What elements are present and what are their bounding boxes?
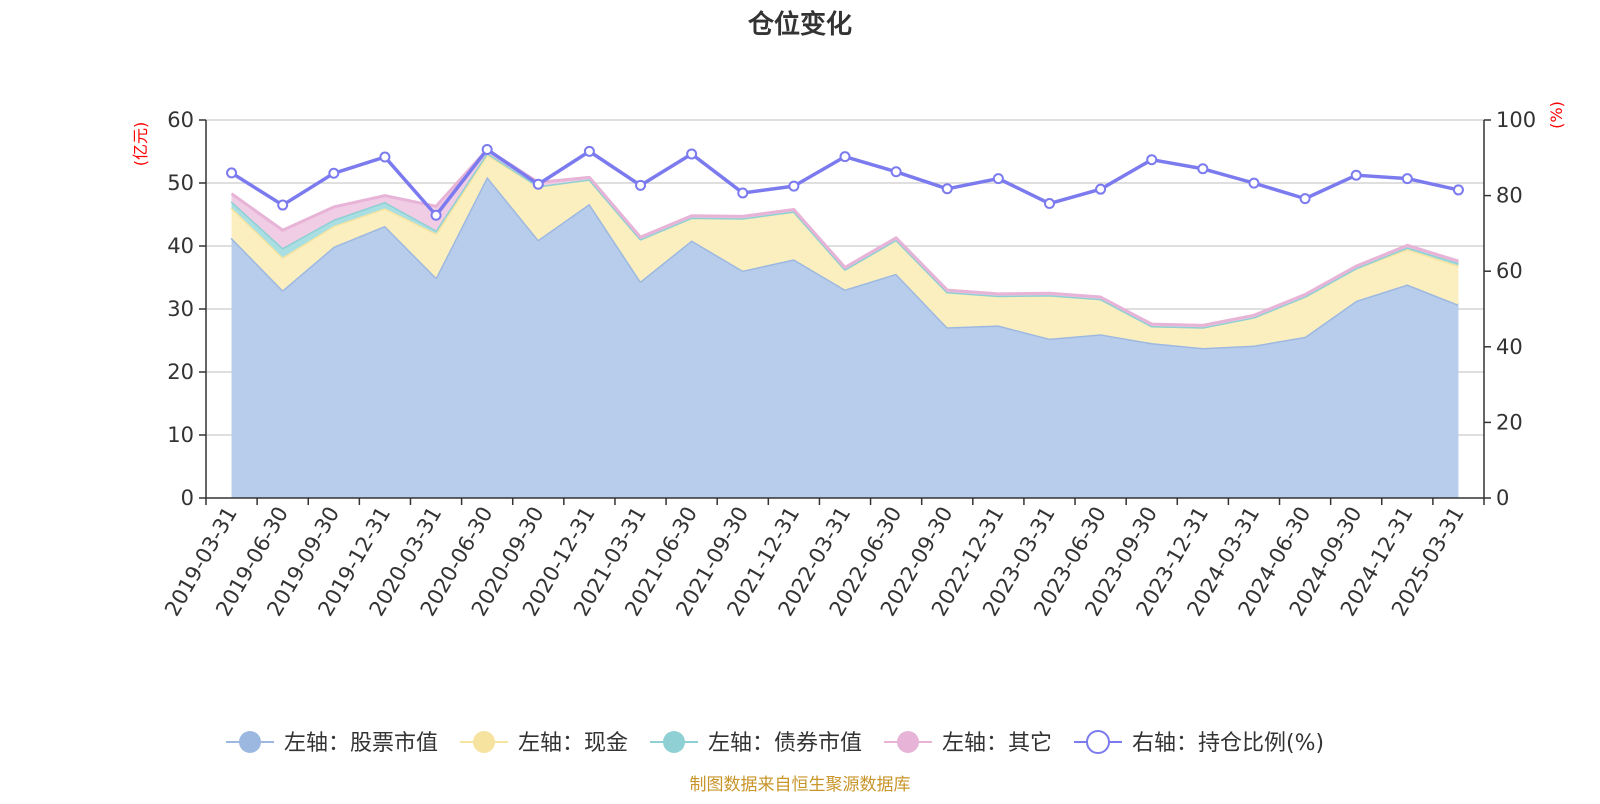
ratio-point bbox=[686, 148, 698, 160]
legend-label: 右轴：持仓比例(%) bbox=[1132, 731, 1324, 756]
ratio-point bbox=[481, 143, 493, 155]
left-tick-label: 30 bbox=[167, 297, 194, 321]
legend-marker bbox=[897, 731, 919, 753]
left-tick-label: 10 bbox=[167, 423, 194, 447]
legend-item-4[interactable]: 左轴：其它 bbox=[884, 731, 1052, 756]
ratio-point bbox=[1350, 169, 1362, 181]
legend-item-2[interactable]: 左轴：现金 bbox=[460, 731, 628, 756]
legend: 左轴：股票市值 左轴：现金 左轴：债券市值 左轴：其它 右轴：持仓比例(%) bbox=[226, 730, 1324, 756]
ratio-point bbox=[1197, 163, 1209, 175]
legend-label: 左轴：现金 bbox=[518, 731, 628, 756]
ratio-point bbox=[379, 151, 391, 163]
left-axis-unit: (亿元) bbox=[131, 122, 150, 167]
ratio-point bbox=[1401, 173, 1413, 185]
area-2 bbox=[231, 154, 1459, 349]
ratio-point bbox=[583, 145, 595, 157]
ratio-point bbox=[226, 167, 238, 179]
legend-label: 左轴：其它 bbox=[942, 731, 1052, 756]
right-tick-label: 40 bbox=[1496, 335, 1523, 359]
ratio-point bbox=[992, 173, 1004, 185]
ratio-line bbox=[226, 143, 1464, 221]
ratio-point bbox=[635, 179, 647, 191]
ratio-point bbox=[1043, 198, 1055, 210]
right-tick-label: 60 bbox=[1496, 259, 1523, 283]
ratio-point bbox=[1299, 193, 1311, 205]
ratio-point bbox=[1452, 184, 1464, 196]
ratio-point bbox=[890, 166, 902, 178]
ratio-point bbox=[1095, 183, 1107, 195]
left-tick-label: 60 bbox=[167, 108, 194, 132]
ratio-point bbox=[430, 209, 442, 221]
ratio-point bbox=[1248, 177, 1260, 189]
legend-item-5[interactable]: 右轴：持仓比例(%) bbox=[1074, 730, 1324, 756]
chart-title: 仓位变化 bbox=[747, 9, 852, 40]
right-tick-label: 100 bbox=[1496, 108, 1536, 132]
legend-marker bbox=[473, 731, 495, 753]
ratio-point bbox=[1146, 154, 1158, 166]
ratio-point bbox=[737, 187, 749, 199]
legend-marker bbox=[1086, 730, 1110, 754]
legend-marker bbox=[663, 731, 685, 753]
right-tick-label: 80 bbox=[1496, 184, 1523, 208]
left-tick-label: 40 bbox=[167, 234, 194, 258]
legend-label: 左轴：股票市值 bbox=[284, 731, 438, 756]
ratio-point bbox=[532, 178, 544, 190]
right-tick-label: 0 bbox=[1496, 486, 1509, 510]
area-1 bbox=[231, 176, 1459, 498]
right-tick-label: 20 bbox=[1496, 410, 1523, 434]
right-axis-unit: (%) bbox=[1547, 101, 1566, 129]
left-tick-label: 0 bbox=[181, 486, 194, 510]
legend-item-1[interactable]: 左轴：股票市值 bbox=[226, 731, 438, 756]
ratio-point bbox=[839, 151, 851, 163]
left-tick-label: 50 bbox=[167, 171, 194, 195]
legend-item-3[interactable]: 左轴：债券市值 bbox=[650, 731, 862, 756]
source-note: 制图数据来自恒生聚源数据库 bbox=[690, 775, 911, 795]
area-edge-4 bbox=[230, 148, 1459, 327]
stacked-areas bbox=[230, 148, 1459, 498]
ratio-point bbox=[941, 183, 953, 195]
ratio-point bbox=[788, 180, 800, 192]
ratio-point bbox=[328, 167, 340, 179]
ratio-point bbox=[277, 199, 289, 211]
legend-label: 左轴：债券市值 bbox=[708, 731, 862, 756]
legend-marker bbox=[239, 731, 261, 753]
left-tick-label: 20 bbox=[167, 360, 194, 384]
